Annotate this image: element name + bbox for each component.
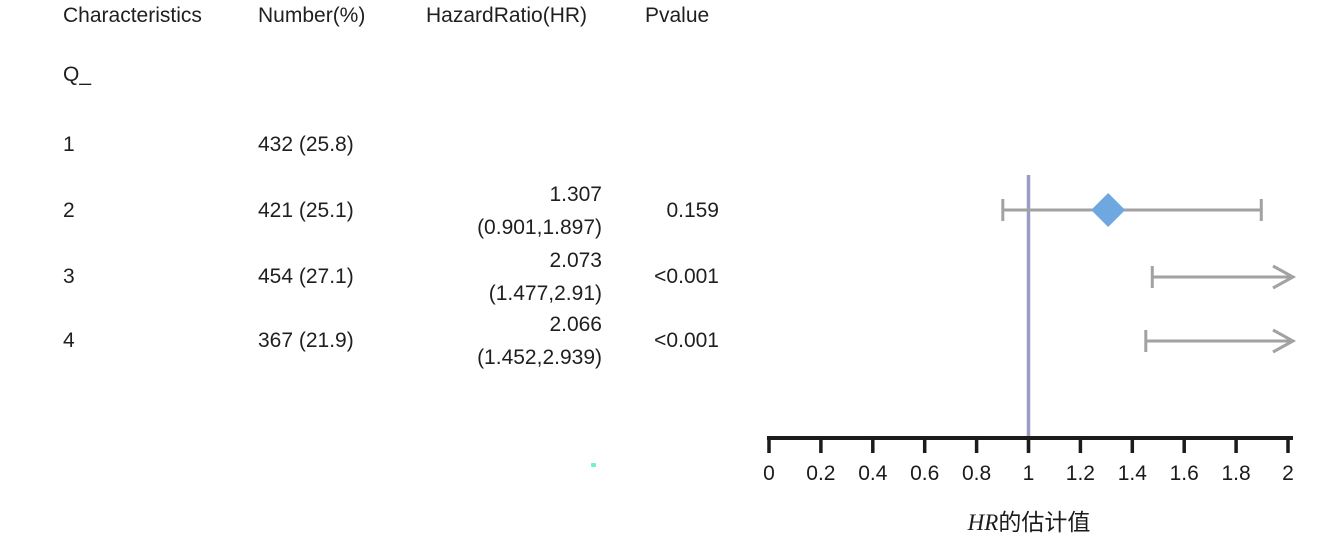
x-axis-tick-label: 0.6: [910, 462, 939, 485]
hr-confidence-interval: (1.452,2.939): [477, 346, 602, 369]
group-label-q: Q_: [63, 63, 92, 86]
row-number: 454 (27.1): [258, 265, 354, 288]
x-axis-tick-label: 0.2: [806, 462, 835, 485]
ci-overflow-arrowhead: [1272, 328, 1297, 354]
row-pvalue: <0.001: [654, 265, 719, 288]
x-axis-tick-label: 1.2: [1066, 462, 1095, 485]
x-axis-label: HR的估计值: [968, 503, 1091, 537]
hr-value: 2.073: [549, 249, 602, 272]
ci-overflow-arrowhead: [1272, 264, 1297, 290]
artifact-dot: [591, 463, 596, 467]
x-axis-label-hr: HR: [967, 510, 999, 535]
row-number: 421 (25.1): [258, 199, 354, 222]
x-axis-tick-label: 0.8: [962, 462, 991, 485]
hr-confidence-interval: (0.901,1.897): [477, 216, 602, 239]
column-header-characteristics: Characteristics: [63, 4, 202, 27]
row-pvalue: <0.001: [654, 329, 719, 352]
row-hazard-ratio: 2.073 (1.477,2.91): [422, 244, 602, 310]
row-characteristic: 3: [63, 265, 75, 288]
row-characteristic: 1: [63, 133, 75, 156]
row-number: 367 (21.9): [258, 329, 354, 352]
x-axis-tick-label: 0: [763, 462, 775, 485]
column-header-pvalue: Pvalue: [645, 4, 710, 27]
x-axis-tick-label: 1: [1023, 462, 1035, 485]
hr-value: 1.307: [549, 183, 602, 206]
row-pvalue: 0.159: [666, 199, 719, 222]
x-axis-tick-label: 2: [1282, 462, 1294, 485]
row-hazard-ratio: 1.307 (0.901,1.897): [422, 178, 602, 244]
x-axis-label-cjk: 的估计值: [998, 510, 1091, 535]
row-hazard-ratio: 2.066 (1.452,2.939): [422, 308, 602, 374]
x-axis-tick-label: 1.6: [1170, 462, 1199, 485]
row-characteristic: 2: [63, 199, 75, 222]
hr-value: 2.066: [549, 313, 602, 336]
hr-confidence-interval: (1.477,2.91): [488, 282, 602, 305]
x-axis-tick-label: 0.4: [858, 462, 888, 485]
row-number: 432 (25.8): [258, 133, 354, 156]
hr-diamond-marker: [1091, 193, 1126, 227]
column-header-number: Number(%): [258, 4, 366, 27]
row-characteristic: 4: [63, 329, 75, 352]
x-axis-tick-label: 1.8: [1221, 462, 1250, 485]
column-header-hazard-ratio: HazardRatio(HR): [426, 4, 588, 27]
x-axis-tick-label: 1.4: [1118, 462, 1148, 485]
